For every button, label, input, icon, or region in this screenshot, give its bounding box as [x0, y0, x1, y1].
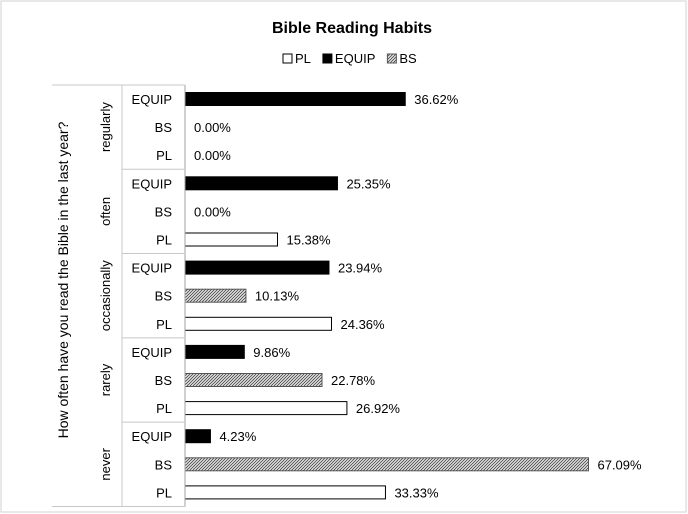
- legend-label-equip: EQUIP: [335, 51, 375, 66]
- bar-occasionally-equip: [184, 260, 330, 275]
- data-label-often-bs: 0.00%: [194, 204, 231, 219]
- category-label-rarely-equip: EQUIP: [132, 345, 172, 360]
- bar-occasionally-bs: [184, 288, 247, 303]
- category-label-often-equip: EQUIP: [132, 176, 172, 191]
- bar-rarely-equip: [184, 344, 245, 359]
- data-label-occasionally-bs: 10.13%: [255, 289, 300, 304]
- data-label-often-pl: 15.38%: [286, 233, 331, 248]
- category-label-often-pl: PL: [156, 233, 172, 248]
- group-label-never: never: [98, 447, 113, 480]
- legend-swatch-equip: [322, 53, 333, 64]
- data-label-regularly-pl: 0.00%: [194, 148, 231, 163]
- group-label-rarely: rarely: [98, 363, 113, 396]
- legend-label-bs: BS: [399, 51, 417, 66]
- category-label-rarely-bs: BS: [155, 373, 173, 388]
- group-label-often: often: [98, 197, 113, 226]
- data-label-often-equip: 25.35%: [346, 176, 391, 191]
- bar-rarely-pl: [184, 401, 348, 416]
- bar-often-pl: [184, 232, 278, 247]
- data-label-occasionally-pl: 24.36%: [341, 317, 386, 332]
- bar-occasionally-pl: [184, 316, 333, 331]
- legend-label-pl: PL: [295, 51, 311, 66]
- category-label-occasionally-equip: EQUIP: [132, 261, 172, 276]
- data-label-never-bs: 67.09%: [597, 457, 642, 472]
- bar-never-bs: [184, 457, 589, 472]
- category-label-occasionally-bs: BS: [155, 289, 173, 304]
- category-label-never-bs: BS: [155, 457, 173, 472]
- legend-swatch-pl: [282, 53, 293, 64]
- data-label-rarely-equip: 9.86%: [253, 345, 290, 360]
- data-label-never-pl: 33.33%: [394, 485, 439, 500]
- bar-regularly-equip: [184, 92, 406, 106]
- category-label-regularly-equip: EQUIP: [132, 92, 172, 107]
- data-label-regularly-bs: 0.00%: [194, 120, 231, 135]
- category-label-rarely-pl: PL: [156, 401, 172, 416]
- data-label-regularly-equip: 36.62%: [414, 92, 459, 107]
- category-label-occasionally-pl: PL: [156, 317, 172, 332]
- category-label-often-bs: BS: [155, 204, 173, 219]
- legend-swatch-bs: [386, 53, 397, 64]
- y-axis-title: How often have you read the Bible in the…: [55, 121, 71, 438]
- group-label-occasionally: occasionally: [98, 260, 113, 331]
- data-label-occasionally-equip: 23.94%: [338, 261, 383, 276]
- category-label-never-pl: PL: [156, 485, 172, 500]
- data-label-rarely-pl: 26.92%: [356, 401, 401, 416]
- bar-rarely-bs: [184, 373, 323, 387]
- data-label-rarely-bs: 22.78%: [331, 373, 376, 388]
- group-label-regularly: regularly: [98, 102, 113, 152]
- chart-title: Bible Reading Habits: [272, 20, 432, 37]
- category-label-never-equip: EQUIP: [132, 429, 172, 444]
- bar-never-pl: [184, 485, 386, 500]
- bar-often-equip: [184, 176, 338, 191]
- legend: PL EQUIP BS: [282, 51, 417, 66]
- category-label-regularly-pl: PL: [156, 148, 172, 163]
- plot-area: EQUIP 36.62% BS 0.00% PL 0.00% regularly EQUIP 2…: [52, 84, 642, 507]
- data-label-never-equip: 4.23%: [219, 429, 256, 444]
- bar-never-equip: [184, 429, 211, 444]
- category-label-regularly-bs: BS: [155, 120, 173, 135]
